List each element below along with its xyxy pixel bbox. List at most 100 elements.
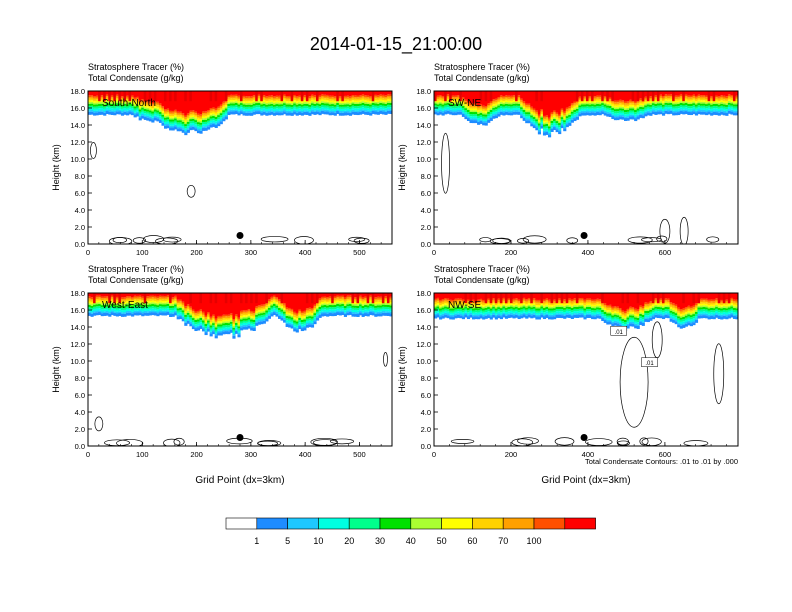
tracer-cell xyxy=(446,104,450,108)
tracer-cell xyxy=(105,101,109,103)
tracer-cell xyxy=(219,109,223,112)
tracer-cell xyxy=(446,313,450,316)
tracer-cell xyxy=(525,103,529,106)
tracer-cell xyxy=(573,104,577,107)
tracer-cell xyxy=(285,101,289,103)
tracer-cell xyxy=(537,316,541,320)
tracer-cell xyxy=(240,314,244,316)
tracer-cell xyxy=(272,101,277,103)
tracer-cell xyxy=(366,102,370,104)
tracer-cell xyxy=(126,306,130,309)
tracer-cell xyxy=(472,316,476,320)
tracer-cell xyxy=(323,305,327,308)
tracer-cell xyxy=(310,94,315,97)
tracer-cell xyxy=(461,304,465,307)
tracer-cell xyxy=(679,109,683,111)
tracer-cell xyxy=(697,101,701,104)
tracer-cell xyxy=(384,309,388,312)
tracer-cell xyxy=(176,111,180,114)
tracer-cell xyxy=(487,305,491,308)
tracer-cell xyxy=(141,301,145,304)
tracer-cell xyxy=(583,304,587,307)
tracer-cell xyxy=(705,100,709,103)
tracer-cell xyxy=(318,98,322,101)
tracer-cell xyxy=(120,312,125,314)
tracer-cell xyxy=(247,325,251,329)
tracer-cell xyxy=(141,311,145,314)
tracer-cell xyxy=(174,308,178,311)
tracer-cell xyxy=(384,103,388,106)
tracer-cell xyxy=(222,327,226,330)
tracer-cell xyxy=(568,301,572,304)
tracer-cell xyxy=(326,303,330,306)
tracer-cell xyxy=(270,98,274,101)
tracer-cell xyxy=(664,94,668,96)
tracer-cell xyxy=(237,108,241,111)
tracer-cell xyxy=(105,293,109,297)
tracer-cell xyxy=(313,309,317,312)
tracer-cell xyxy=(578,105,582,108)
tracer-cell xyxy=(189,117,193,120)
tracer-streak xyxy=(682,91,685,102)
tracer-cell xyxy=(649,106,653,110)
tracer-cell xyxy=(553,123,557,126)
tracer-cell xyxy=(616,113,620,116)
tracer-cell xyxy=(497,91,501,98)
tracer-cell xyxy=(565,120,569,123)
tracer-cell xyxy=(492,114,496,116)
tracer-cell xyxy=(326,300,330,303)
tracer-cell xyxy=(644,113,648,117)
tracer-cell xyxy=(520,105,524,108)
tracer-cell xyxy=(613,113,617,116)
tracer-cell xyxy=(199,126,203,130)
tracer-cell xyxy=(143,102,147,104)
tracer-cell xyxy=(654,100,658,103)
tracer-cell xyxy=(164,114,168,116)
tracer-streak xyxy=(113,91,116,102)
tracer-cell xyxy=(489,303,493,306)
tracer-cell xyxy=(466,112,471,115)
tracer-cell xyxy=(735,99,738,101)
tracer-cell xyxy=(586,311,590,314)
tracer-cell xyxy=(321,305,325,308)
tracer-cell xyxy=(520,309,524,312)
tracer-cell xyxy=(466,302,471,305)
y-tick-label: 10.0 xyxy=(70,155,85,164)
tracer-cell xyxy=(267,299,271,301)
condensate-contour xyxy=(112,237,127,244)
tracer-cell xyxy=(308,311,312,313)
tracer-cell xyxy=(202,326,206,329)
tracer-cell xyxy=(359,312,363,316)
tracer-streak xyxy=(646,91,650,102)
tracer-cell xyxy=(732,102,737,105)
tracer-cell xyxy=(186,293,190,305)
tracer-cell xyxy=(161,299,165,302)
tracer-cell xyxy=(123,305,127,308)
tracer-cell xyxy=(158,114,163,117)
tracer-cell xyxy=(555,314,559,318)
tracer-cell xyxy=(189,123,193,126)
tracer-cell xyxy=(336,109,340,112)
tracer-cell xyxy=(227,95,231,98)
tracer-cell xyxy=(151,306,155,309)
tracer-cell xyxy=(469,116,473,119)
tracer-cell xyxy=(179,293,183,300)
tracer-cell xyxy=(133,308,137,311)
tracer-cell xyxy=(278,99,282,101)
y-tick-label: 18.0 xyxy=(70,87,85,96)
tracer-cell xyxy=(136,102,140,104)
tracer-cell xyxy=(449,301,453,304)
tracer-cell xyxy=(214,320,218,323)
tracer-cell xyxy=(120,96,125,98)
tracer-cell xyxy=(702,98,706,101)
tracer-cell xyxy=(267,95,271,98)
tracer-cell xyxy=(199,119,203,121)
tracer-cell xyxy=(298,317,302,321)
tracer-cell xyxy=(143,100,147,103)
tracer-cell xyxy=(348,99,353,102)
tracer-cell xyxy=(118,109,122,112)
tracer-cell xyxy=(351,95,355,97)
tracer-cell xyxy=(232,293,236,320)
tracer-cell xyxy=(434,313,438,316)
tracer-cell xyxy=(270,91,274,96)
